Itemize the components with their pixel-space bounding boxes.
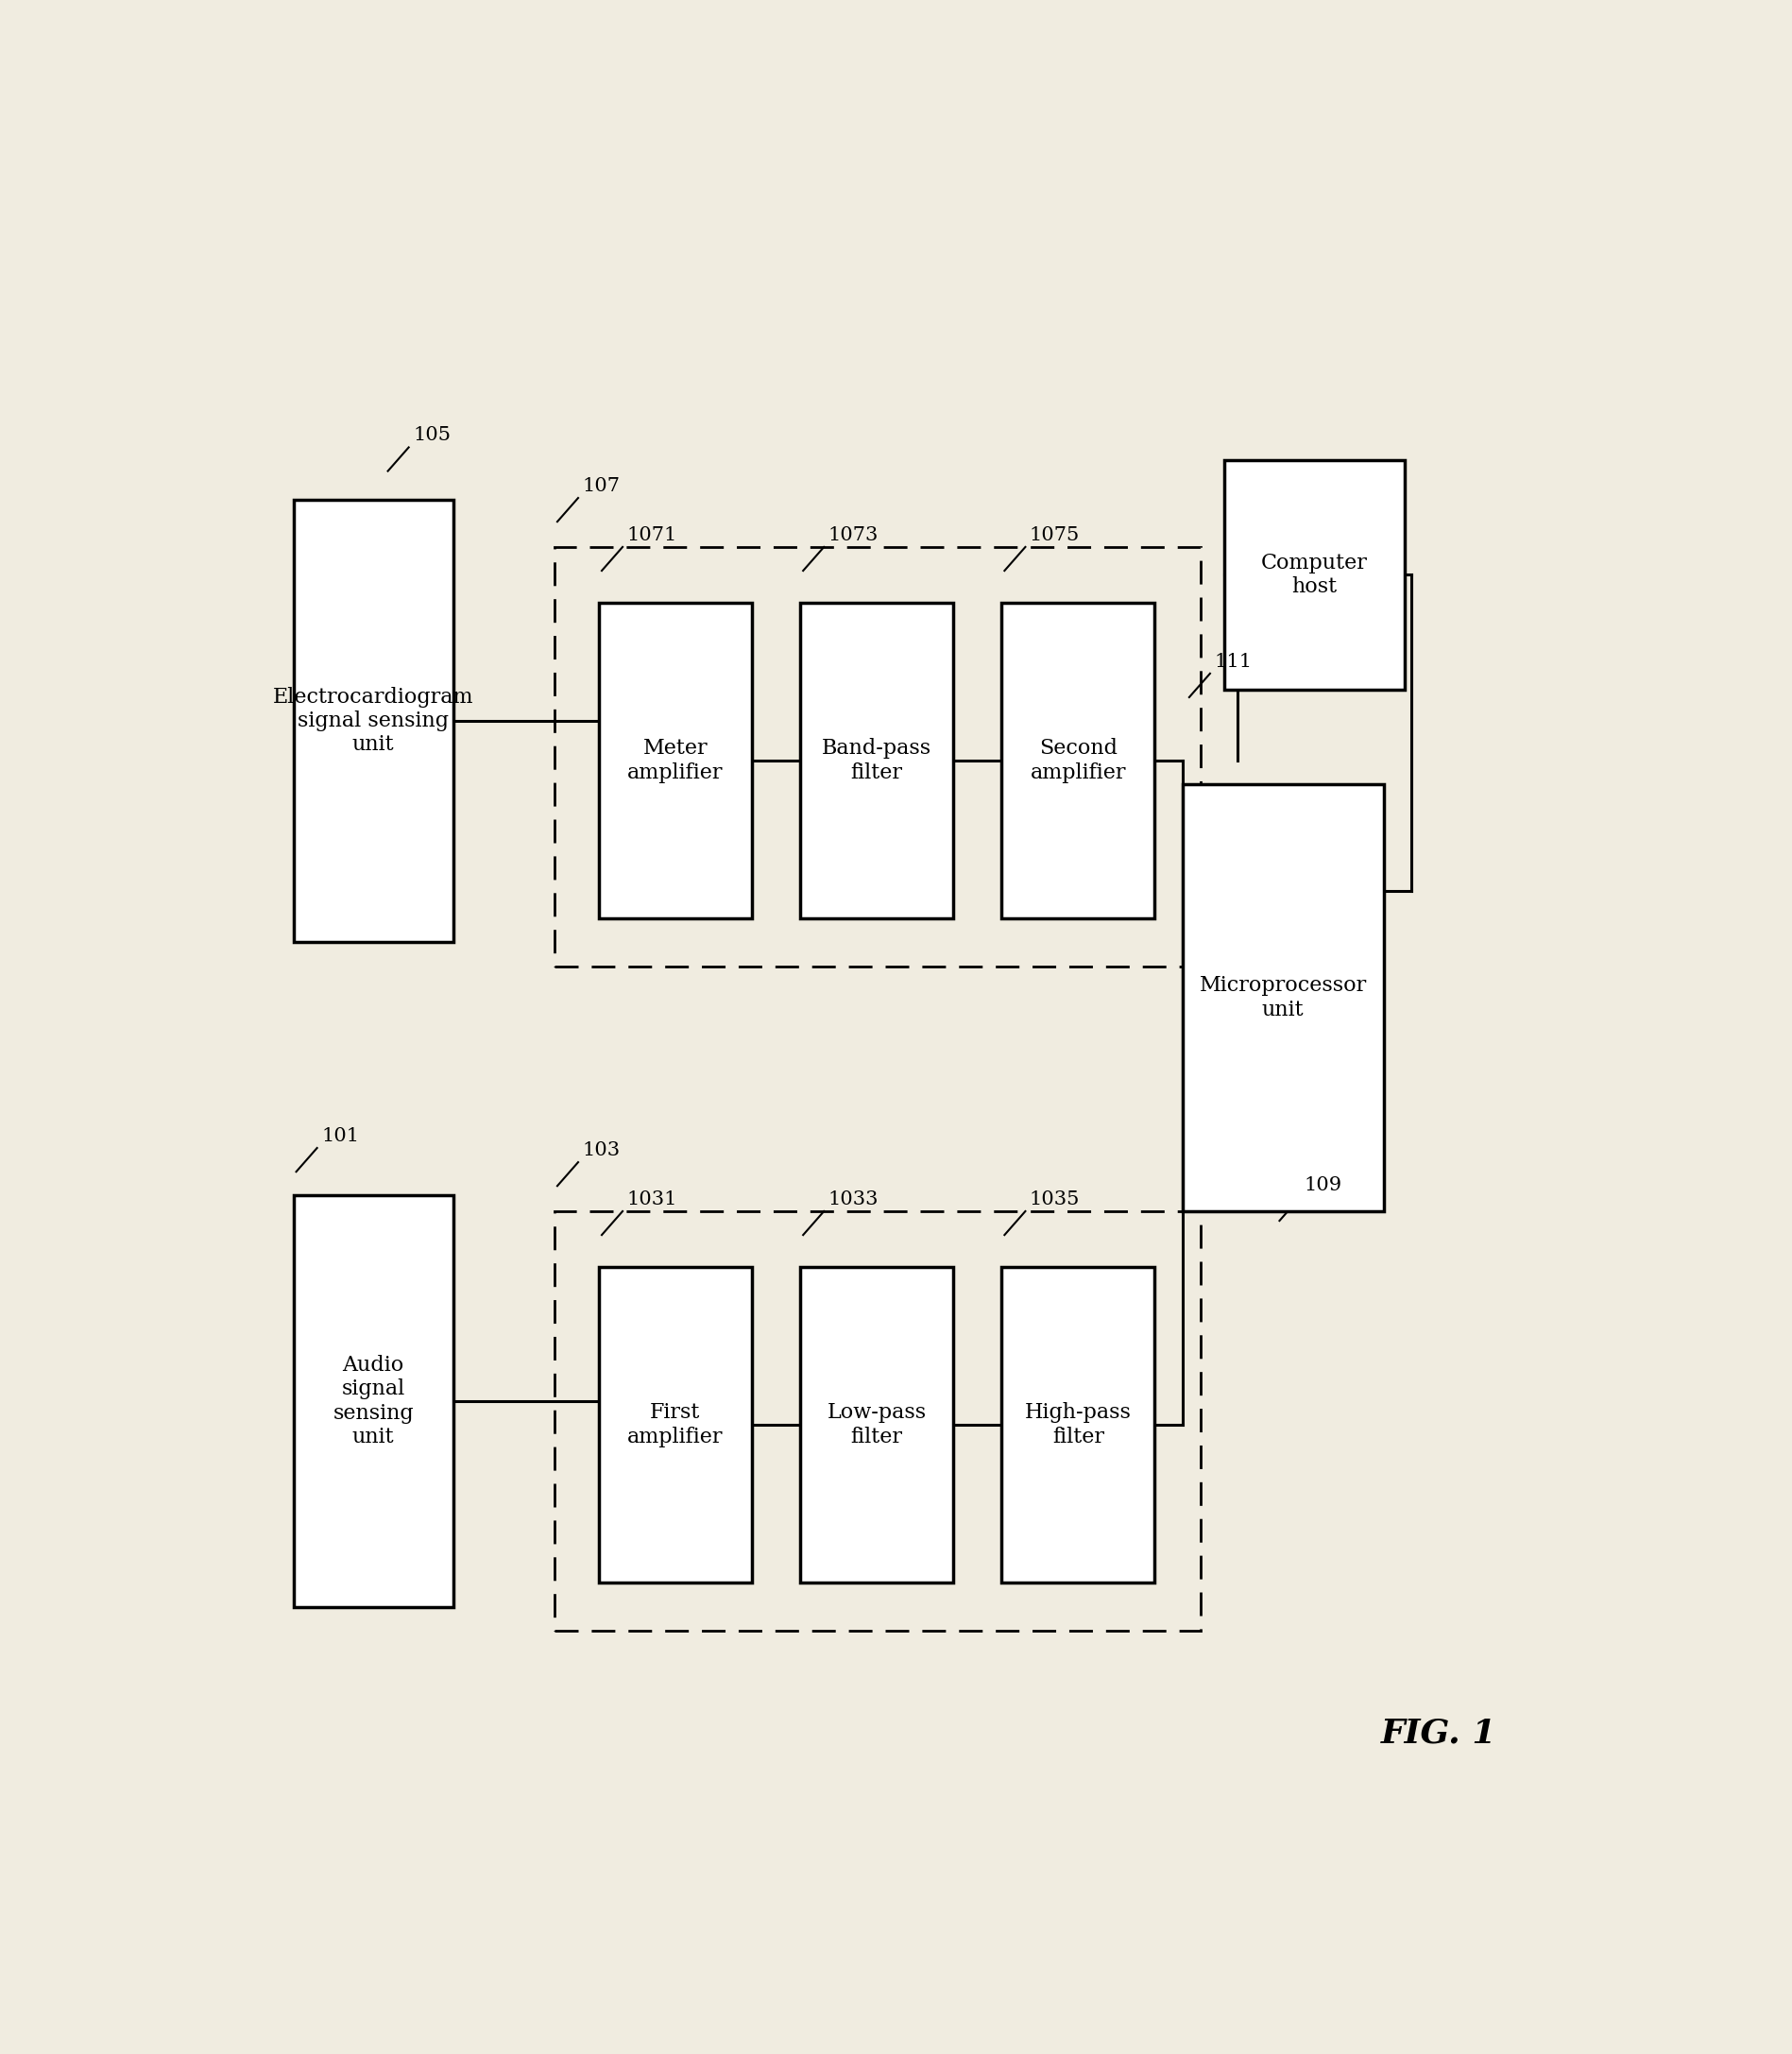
Text: Band-pass
filter: Band-pass filter [823,737,932,783]
Text: 1031: 1031 [627,1189,677,1208]
Text: 1033: 1033 [828,1189,878,1208]
Text: 111: 111 [1215,653,1253,670]
Text: Second
amplifier: Second amplifier [1030,737,1125,783]
Text: FIG. 1: FIG. 1 [1382,1717,1496,1750]
FancyBboxPatch shape [1002,1267,1154,1584]
Text: Audio
signal
sensing
unit: Audio signal sensing unit [333,1356,414,1448]
Text: 109: 109 [1305,1175,1342,1193]
FancyBboxPatch shape [599,602,753,918]
FancyBboxPatch shape [801,1267,953,1584]
FancyBboxPatch shape [1002,602,1154,918]
FancyBboxPatch shape [1183,785,1383,1212]
FancyBboxPatch shape [599,1267,753,1584]
Text: Meter
amplifier: Meter amplifier [627,737,724,783]
FancyBboxPatch shape [294,499,453,943]
FancyBboxPatch shape [801,602,953,918]
Text: 103: 103 [582,1142,620,1158]
Text: Low-pass
filter: Low-pass filter [828,1403,926,1448]
Text: 1073: 1073 [828,526,878,544]
Text: Microprocessor
unit: Microprocessor unit [1199,976,1367,1021]
Text: 107: 107 [582,477,620,495]
Text: 1075: 1075 [1029,526,1081,544]
Text: First
amplifier: First amplifier [627,1403,724,1448]
FancyBboxPatch shape [294,1195,453,1606]
Text: 105: 105 [412,427,450,444]
Text: Electrocardiogram
signal sensing
unit: Electrocardiogram signal sensing unit [272,686,473,756]
Text: 1071: 1071 [627,526,677,544]
FancyBboxPatch shape [1224,460,1405,690]
Text: 101: 101 [321,1128,358,1144]
Text: Computer
host: Computer host [1262,553,1367,598]
Text: 1035: 1035 [1029,1189,1081,1208]
Text: High-pass
filter: High-pass filter [1025,1403,1131,1448]
